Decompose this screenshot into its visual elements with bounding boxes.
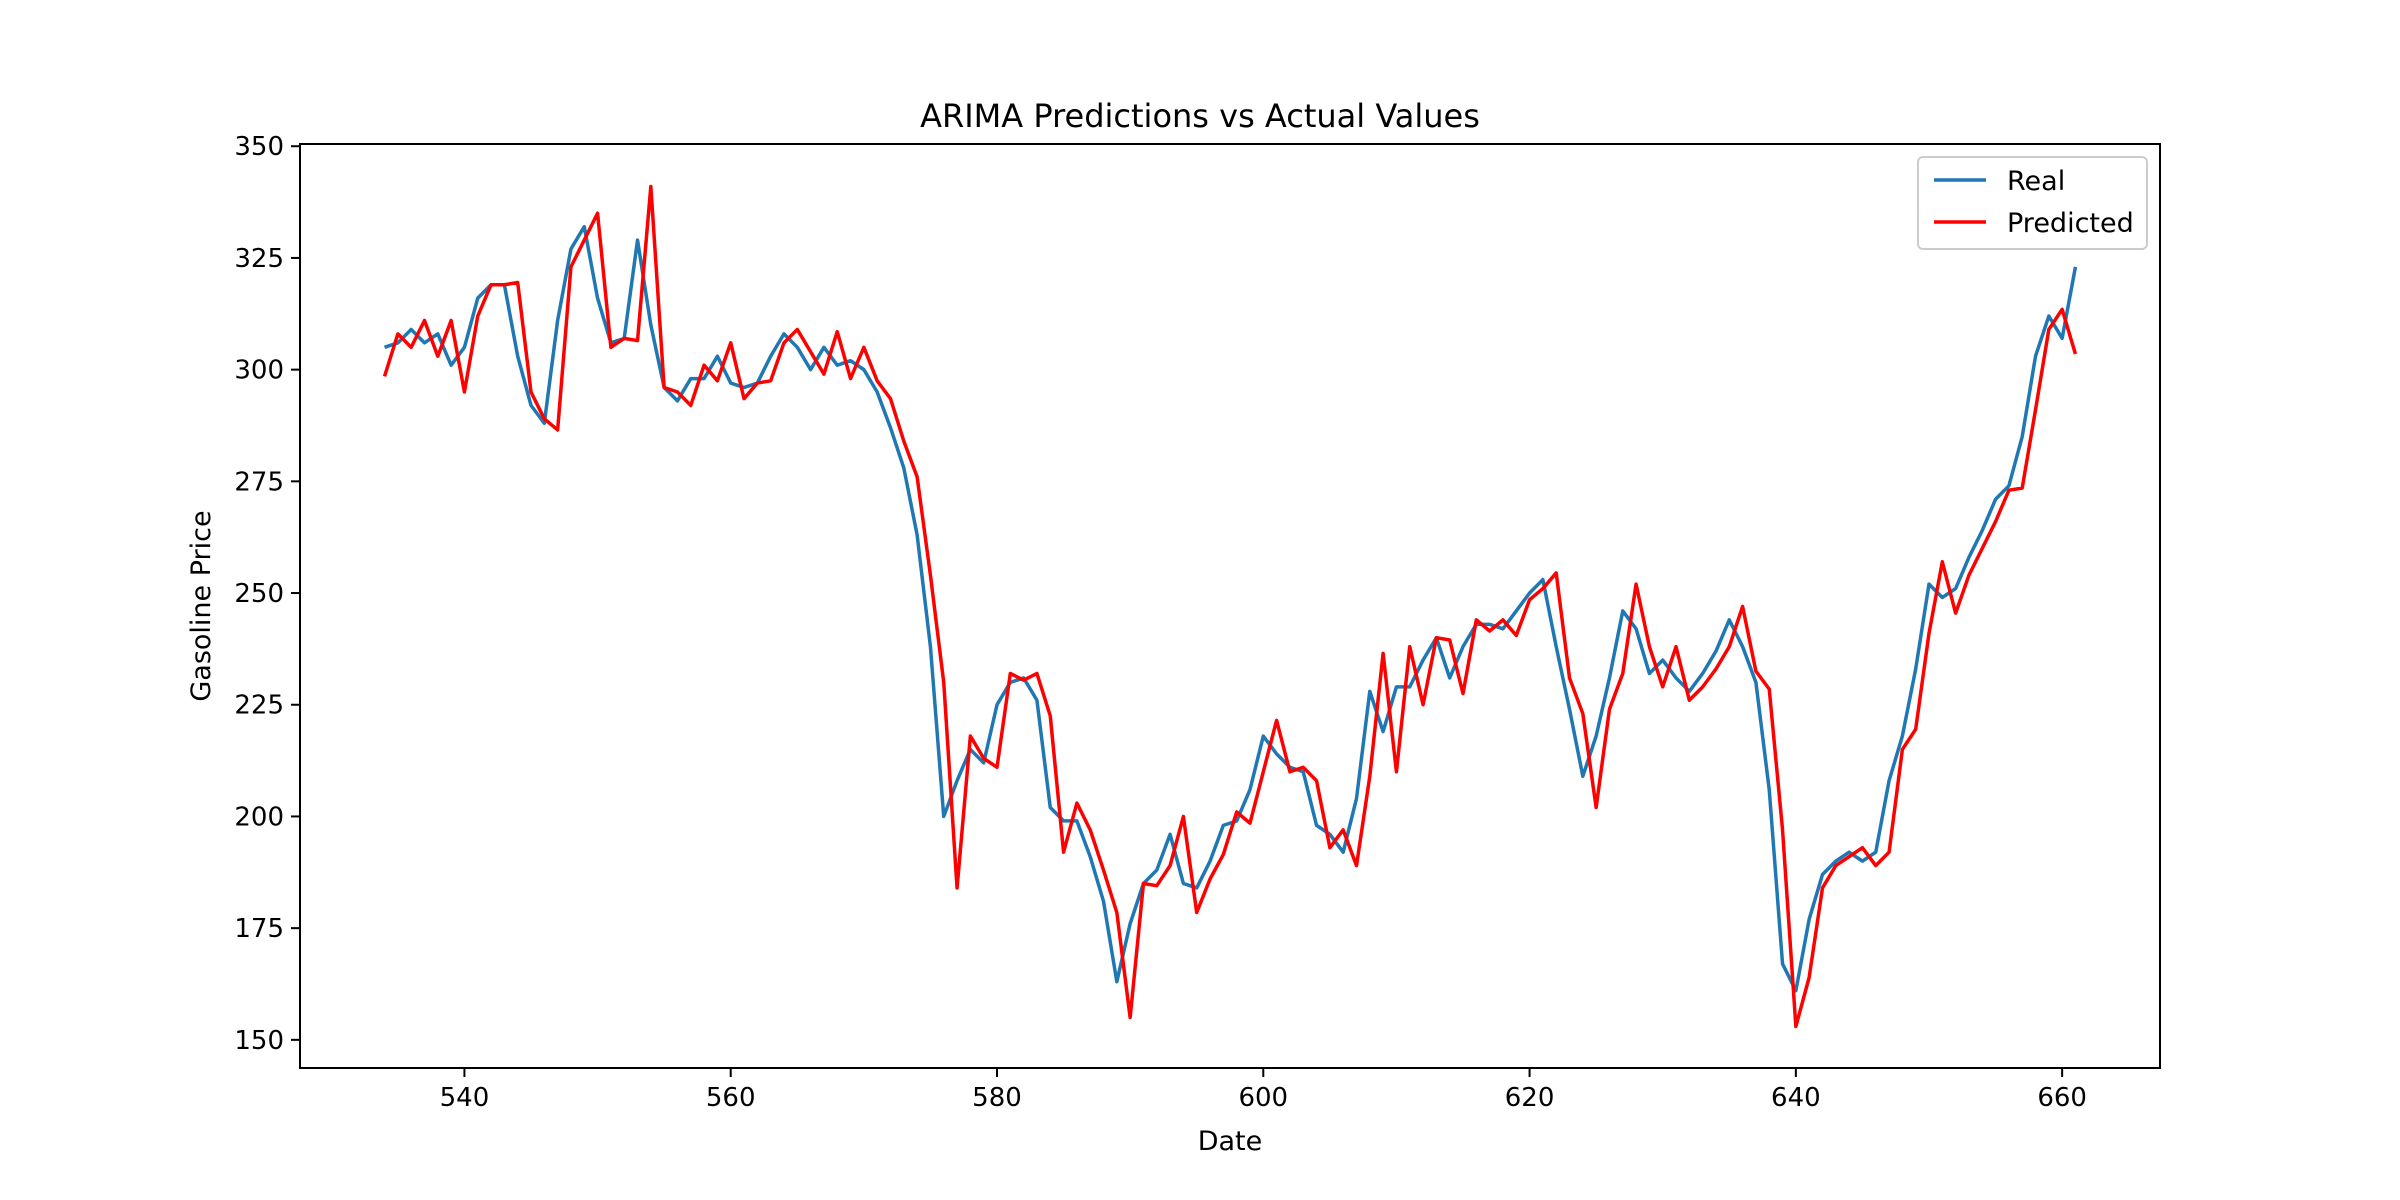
x-tick-label: 540 bbox=[440, 1083, 490, 1113]
x-tick-label: 620 bbox=[1505, 1083, 1555, 1113]
series-line-predicted bbox=[382, 184, 2078, 1029]
y-tick-label: 325 bbox=[234, 244, 284, 274]
x-tick-label: 640 bbox=[1771, 1083, 1821, 1113]
series-layer bbox=[382, 184, 2078, 1029]
chart-title: ARIMA Predictions vs Actual Values bbox=[920, 97, 1480, 135]
y-tick-label: 150 bbox=[234, 1026, 284, 1056]
y-tick-label: 350 bbox=[234, 132, 284, 162]
plot-frame bbox=[299, 143, 2161, 1069]
x-tick-label: 600 bbox=[1238, 1083, 1288, 1113]
x-axis-label: Date bbox=[1198, 1126, 1263, 1157]
legend-real-label: Real bbox=[2007, 166, 2065, 197]
y-tick-label: 175 bbox=[234, 914, 284, 944]
y-tick-label: 275 bbox=[234, 467, 284, 497]
x-tick-label: 580 bbox=[972, 1083, 1022, 1113]
y-tick-label: 300 bbox=[234, 356, 284, 386]
y-tick-label: 250 bbox=[234, 579, 284, 609]
y-axis: 150 175 200 225 250 275 300 325 350 bbox=[234, 132, 300, 1056]
x-tick-label: 560 bbox=[706, 1083, 756, 1113]
y-tick-label: 200 bbox=[234, 802, 284, 832]
x-tick-label: 660 bbox=[2037, 1083, 2087, 1113]
legend-predicted-label: Predicted bbox=[2007, 208, 2134, 239]
legend: Real Predicted bbox=[1917, 156, 2148, 250]
y-axis-label: Gasoline Price bbox=[186, 510, 217, 701]
y-tick-label: 225 bbox=[234, 691, 284, 721]
x-axis: 540 560 580 600 620 640 660 bbox=[440, 1068, 2087, 1113]
